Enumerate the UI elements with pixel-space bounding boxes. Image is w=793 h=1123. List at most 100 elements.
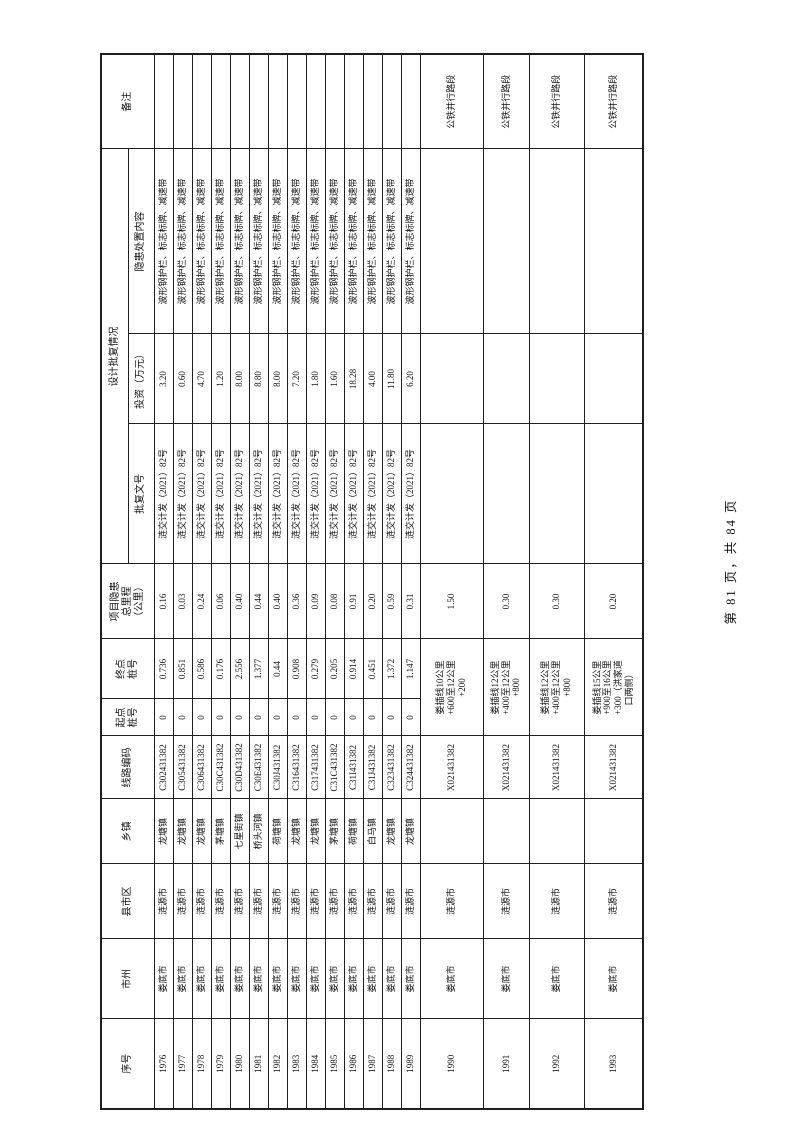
cell-end: 0.908 (287, 639, 306, 699)
cell-doc: 涟交计发（2021）82号 (154, 424, 173, 564)
cell-code: C317431382 (306, 736, 325, 799)
cell-start: 0 (306, 699, 325, 736)
cell-note (249, 54, 268, 149)
cell-note (325, 54, 344, 149)
cell-county: 涟源市 (401, 864, 420, 939)
cell-doc (420, 424, 483, 564)
cell-town: 龙塘镇 (306, 799, 325, 864)
cell-start: 0 (230, 699, 249, 736)
cell-no: 1993 (584, 1019, 643, 1109)
cell-content: 波形钢护栏、标志标牌、减速带 (230, 149, 249, 334)
table-row: 1985 娄底市 涟源市 茅塘镇 C31C431382 0 0.205 0.08 涟交计发（20… (325, 54, 344, 1109)
header-qidian: 起点 桩号 (101, 699, 154, 736)
header-shizhou: 市州 (101, 939, 154, 1019)
cell-city: 娄底市 (173, 939, 192, 1019)
cell-mileage: 0.40 (268, 564, 287, 639)
cell-mileage: 0.20 (584, 564, 643, 639)
cell-doc: 涟交计发（2021）82号 (173, 424, 192, 564)
header-xuhao: 序号 (101, 1019, 154, 1109)
cell-mileage: 0.16 (154, 564, 173, 639)
cell-note (287, 54, 306, 149)
cell-mileage: 0.24 (192, 564, 211, 639)
cell-code: C31C431382 (325, 736, 344, 799)
cell-mileage: 0.59 (382, 564, 401, 639)
table-body: 1976 娄底市 涟源市 龙塘镇 C302431382 0 0.736 0.16 涟交计发（20… (154, 54, 643, 1109)
cell-note (306, 54, 325, 149)
cell-chainage: 娄插线12公里 +400至12公里 +800 (529, 639, 584, 736)
cell-county: 涟源市 (173, 864, 192, 939)
cell-content: 波形钢护栏、标志标牌、减速带 (401, 149, 420, 334)
cell-content: 波形钢护栏、标志标牌、减速带 (154, 149, 173, 334)
cell-end: 1.147 (401, 639, 420, 699)
cell-note (363, 54, 382, 149)
cell-no: 1976 (154, 1019, 173, 1109)
cell-town (584, 799, 643, 864)
cell-start: 0 (344, 699, 363, 736)
cell-code: C305431382 (173, 736, 192, 799)
cell-end: 1.377 (249, 639, 268, 699)
cell-start: 0 (287, 699, 306, 736)
cell-county: 涟源市 (249, 864, 268, 939)
cell-no: 1977 (173, 1019, 192, 1109)
cell-no: 1983 (287, 1019, 306, 1109)
cell-code: C324431382 (401, 736, 420, 799)
cell-doc: 涟交计发（2021）82号 (268, 424, 287, 564)
cell-content: 波形钢护栏、标志标牌、减速带 (211, 149, 230, 334)
header-yinhuan: 隐患处置内容 (128, 149, 154, 334)
cell-town: 茅塘镇 (325, 799, 344, 864)
cell-code: X021431382 (529, 736, 584, 799)
cell-county: 涟源市 (363, 864, 382, 939)
cell-note (192, 54, 211, 149)
cell-mileage: 0.31 (401, 564, 420, 639)
cell-town: 七星街镇 (230, 799, 249, 864)
cell-note: 公铁并行路段 (584, 54, 643, 149)
cell-no: 1984 (306, 1019, 325, 1109)
cell-town: 荷塘镇 (268, 799, 287, 864)
cell-invest (584, 334, 643, 424)
cell-doc: 涟交计发（2021）82号 (230, 424, 249, 564)
cell-doc: 涟交计发（2021）82号 (306, 424, 325, 564)
hazard-table: 序号 市州 县市区 乡镇 线路编码 起点 桩号 终点 桩号 项目隐患 总里程 （… (100, 53, 644, 1110)
cell-mileage: 0.40 (230, 564, 249, 639)
table-row: 1989 娄底市 涟源市 龙塘镇 C324431382 0 1.147 0.31 涟交计发（20… (401, 54, 420, 1109)
cell-invest: 0.60 (173, 334, 192, 424)
cell-note: 公铁并行路段 (529, 54, 584, 149)
cell-no: 1978 (192, 1019, 211, 1109)
cell-mileage: 0.09 (306, 564, 325, 639)
cell-content: 波形钢护栏、标志标牌、减速带 (173, 149, 192, 334)
cell-note (382, 54, 401, 149)
cell-town (483, 799, 529, 864)
page-footer: 第 81 页，共 84 页 (724, 498, 738, 625)
cell-end: 2.556 (230, 639, 249, 699)
cell-no: 1988 (382, 1019, 401, 1109)
cell-no: 1981 (249, 1019, 268, 1109)
table-row: 1979 娄底市 涟源市 茅塘镇 C30C431382 0 0.176 0.06 涟交计发（20… (211, 54, 230, 1109)
cell-note (211, 54, 230, 149)
cell-start: 0 (382, 699, 401, 736)
cell-doc (529, 424, 584, 564)
cell-county: 涟源市 (306, 864, 325, 939)
cell-mileage: 0.03 (173, 564, 192, 639)
table-row: 1978 娄底市 涟源市 龙塘镇 C306431382 0 0.586 0.24 涟交计发（20… (192, 54, 211, 1109)
table-row: 1984 娄底市 涟源市 龙塘镇 C317431382 0 0.279 0.09 涟交计发（20… (306, 54, 325, 1109)
cell-invest: 7.20 (287, 334, 306, 424)
cell-town: 龙塘镇 (173, 799, 192, 864)
table-row: 1990 娄底市 涟源市 X021431382 娄插线10公里 +600至12公里 +2… (420, 54, 483, 1109)
cell-city: 娄底市 (325, 939, 344, 1019)
cell-invest: 8.00 (230, 334, 249, 424)
cell-invest (420, 334, 483, 424)
cell-city: 娄底市 (192, 939, 211, 1019)
table-row: 1986 娄底市 涟源市 荷塘镇 C31I431382 0 0.914 0.91 涟交计发（20… (344, 54, 363, 1109)
cell-town: 龙塘镇 (154, 799, 173, 864)
cell-note (401, 54, 420, 149)
cell-town: 茅塘镇 (211, 799, 230, 864)
cell-content (420, 149, 483, 334)
cell-county: 涟源市 (192, 864, 211, 939)
cell-city: 娄底市 (420, 939, 483, 1019)
cell-note: 公铁并行路段 (483, 54, 529, 149)
cell-town: 龙塘镇 (192, 799, 211, 864)
cell-city: 娄底市 (287, 939, 306, 1019)
cell-mileage: 0.06 (211, 564, 230, 639)
cell-content (483, 149, 529, 334)
